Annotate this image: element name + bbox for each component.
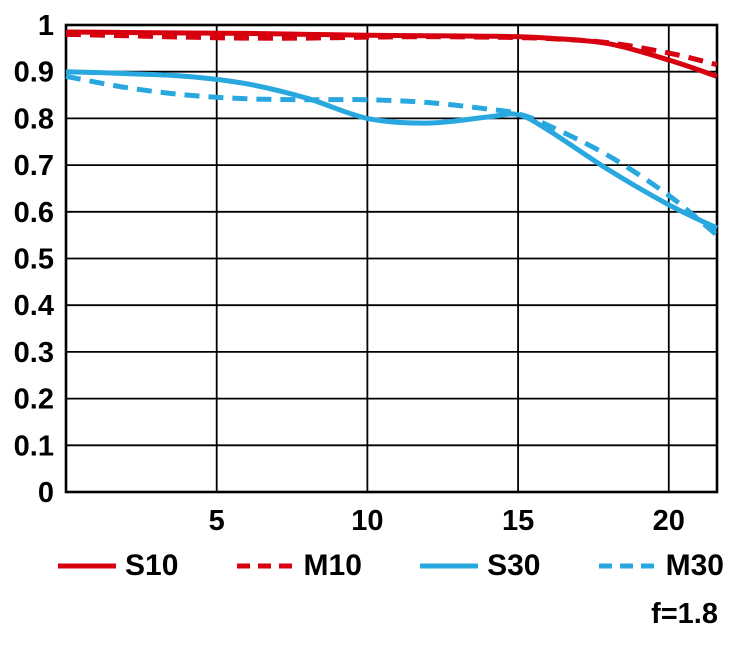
x-tick-label: 20 [653, 505, 685, 537]
y-tick-label: 0.5 [14, 244, 54, 276]
legend-line-solid-red-icon [58, 563, 116, 569]
x-tick-label: 15 [502, 505, 534, 537]
chart-legend: S10 M10 S30 M30 [58, 545, 724, 587]
legend-line-dashed-red-icon [236, 563, 295, 569]
curve-m10 [65, 31, 718, 68]
plot-border [64, 23, 719, 494]
y-tick-label: 0 [38, 477, 54, 509]
y-tick-label: 1 [38, 10, 54, 42]
legend-item-s30: S30 [420, 551, 540, 581]
legend-label-m30: M30 [665, 549, 724, 582]
x-tick-label: 5 [209, 505, 225, 537]
y-tick-label: 0.6 [14, 197, 54, 229]
y-tick-label: 0.4 [14, 290, 54, 322]
curve-m30 [65, 73, 719, 238]
x-tick-label: 10 [351, 505, 383, 537]
legend-line-solid-blue-icon [420, 563, 479, 569]
y-tick-label: 0.9 [14, 57, 54, 89]
legend-label-m10: M10 [303, 549, 362, 582]
legend-item-m10: M10 [236, 549, 362, 582]
curve-s30 [65, 69, 719, 231]
y-tick-label: 0.1 [14, 430, 54, 462]
y-tick-label: 0.8 [14, 103, 54, 135]
mtf-chart: 00.10.20.30.40.50.60.70.80.915 10 15 20 [14, 10, 719, 537]
legend-item-m30: M30 [598, 549, 724, 582]
legend-line-dashed-blue-icon [598, 563, 657, 569]
legend-item-s10: S10 [58, 551, 178, 581]
y-tick-label: 0.7 [14, 150, 54, 182]
legend-label-s30: S30 [487, 549, 541, 582]
y-tick-label: 0.3 [14, 337, 54, 369]
y-tick-label: 0.2 [14, 384, 54, 416]
legend-label-s10: S10 [125, 549, 179, 582]
aperture-annotation: f=1.8 [651, 598, 718, 630]
